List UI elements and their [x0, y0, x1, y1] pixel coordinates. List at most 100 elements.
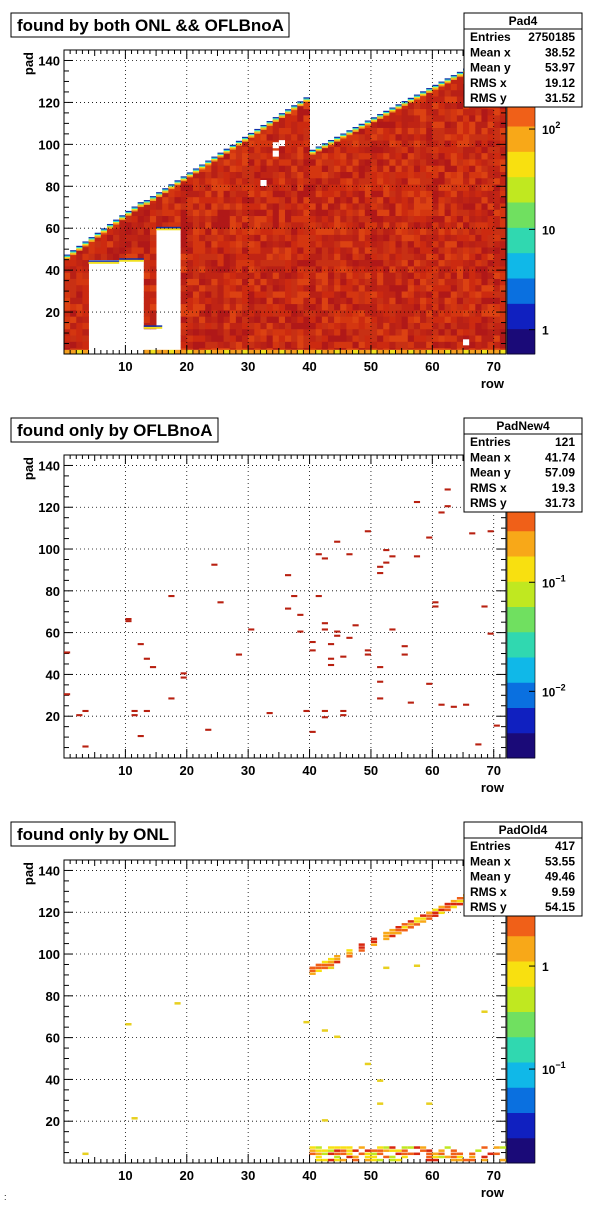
heatmap-cell	[358, 140, 366, 147]
heatmap-cell	[303, 272, 310, 279]
heatmap-cell	[475, 259, 482, 267]
heatmap-cell	[407, 190, 415, 198]
heatmap-cell	[352, 221, 360, 229]
heatmap-cell	[192, 234, 200, 242]
heatmap-edge-cell	[309, 150, 317, 153]
heatmap-cell	[438, 184, 446, 191]
heatmap-cell	[223, 152, 231, 160]
heatmap-cell	[260, 133, 267, 141]
data-cell	[450, 1152, 457, 1156]
heatmap-cell	[242, 184, 249, 191]
heatmap-cell	[450, 341, 458, 349]
heatmap-cell	[272, 303, 280, 311]
heatmap-cell	[426, 335, 433, 342]
heatmap-cell	[346, 259, 353, 267]
data-cell	[346, 1152, 353, 1156]
heatmap-cell	[450, 159, 458, 166]
heatmap-cell	[370, 159, 378, 166]
heatmap-cell	[395, 278, 403, 286]
heatmap-cell	[131, 221, 139, 229]
heatmap-cell	[413, 190, 421, 198]
heatmap-edge-cell	[327, 141, 335, 143]
heatmap-edge-cell	[450, 78, 458, 80]
heatmap-cell	[377, 221, 384, 229]
heatmap-cell	[278, 171, 286, 179]
heatmap-cell	[278, 278, 286, 286]
heatmap-edge-cell	[413, 98, 421, 100]
heatmap-cell	[180, 322, 188, 330]
heatmap-cell	[82, 253, 89, 261]
heatmap-cell	[420, 272, 427, 279]
heatmap-cell	[229, 316, 237, 323]
heatmap-cell	[143, 209, 151, 217]
heatmap-cell	[254, 190, 261, 198]
heatmap-cell	[272, 209, 280, 217]
data-cell	[321, 960, 328, 964]
heatmap-cell	[346, 272, 353, 279]
heatmap-cell	[383, 146, 390, 154]
heatmap-edge-cell	[229, 145, 237, 148]
heatmap-cell	[358, 341, 366, 349]
heatmap-cell	[413, 140, 421, 147]
heatmap-cell	[450, 272, 458, 279]
heatmap-cell	[493, 165, 501, 172]
data-cell	[309, 972, 316, 975]
heatmap-cell	[248, 171, 255, 179]
heatmap-cell	[334, 177, 341, 185]
stats-value: 57.09	[545, 466, 575, 480]
heatmap-cell	[321, 159, 329, 166]
heatmap-cell	[340, 159, 347, 166]
heatmap-edge-cell	[315, 146, 323, 148]
heatmap-cell	[186, 190, 194, 198]
heatmap-cell	[401, 341, 409, 349]
data-cell	[420, 920, 427, 923]
data-cell	[346, 949, 353, 952]
heatmap-edge-cell	[217, 152, 225, 154]
heatmap-cell	[162, 215, 169, 223]
heatmap-cell	[291, 328, 298, 336]
heatmap-cell	[223, 259, 231, 267]
heatmap-cell	[370, 297, 378, 305]
heatmap-edge-cell	[137, 202, 145, 204]
heatmap-cell	[401, 177, 409, 185]
heatmap-cell	[254, 253, 261, 261]
heatmap-cell	[266, 159, 274, 166]
heatmap-cell	[242, 140, 249, 147]
data-cell	[420, 914, 427, 917]
heatmap-cell	[248, 316, 255, 323]
heatmap-cell	[217, 309, 225, 317]
heatmap-edge-cell	[100, 230, 108, 233]
heatmap-cell	[469, 177, 476, 185]
heatmap-edge-cell	[438, 81, 446, 83]
heatmap-cell	[340, 247, 347, 254]
heatmap-edge-cell	[309, 149, 317, 152]
heatmap-cell	[235, 171, 243, 179]
heatmap-cell	[242, 335, 249, 342]
heatmap-cell	[340, 146, 347, 154]
x-tick-label: 20	[180, 1168, 194, 1183]
heatmap-cell	[420, 209, 427, 217]
heatmap-edge-cell	[278, 115, 286, 117]
heatmap-cell	[389, 196, 396, 204]
data-cell	[432, 1152, 439, 1156]
heatmap-cell	[242, 159, 249, 166]
heatmap-cell	[420, 127, 427, 135]
heatmap-cell	[389, 203, 396, 210]
heatmap-cell	[199, 322, 206, 330]
heatmap-cell	[211, 209, 218, 217]
heatmap-cell	[395, 234, 403, 242]
heatmap-cell	[260, 316, 267, 323]
heatmap-cell	[499, 221, 507, 229]
heatmap-cell	[395, 341, 403, 349]
heatmap-cell	[444, 196, 452, 204]
heatmap-cell	[285, 234, 292, 242]
heatmap-cell	[248, 291, 255, 298]
heatmap-cell	[199, 203, 206, 210]
heatmap-cell	[346, 146, 353, 154]
heatmap-cell	[143, 228, 151, 235]
data-cell	[358, 949, 365, 952]
heatmap-cell	[481, 133, 488, 141]
heatmap-edge-cell	[370, 119, 378, 121]
heatmap-cell	[432, 265, 439, 273]
heatmap-cell	[377, 253, 384, 261]
